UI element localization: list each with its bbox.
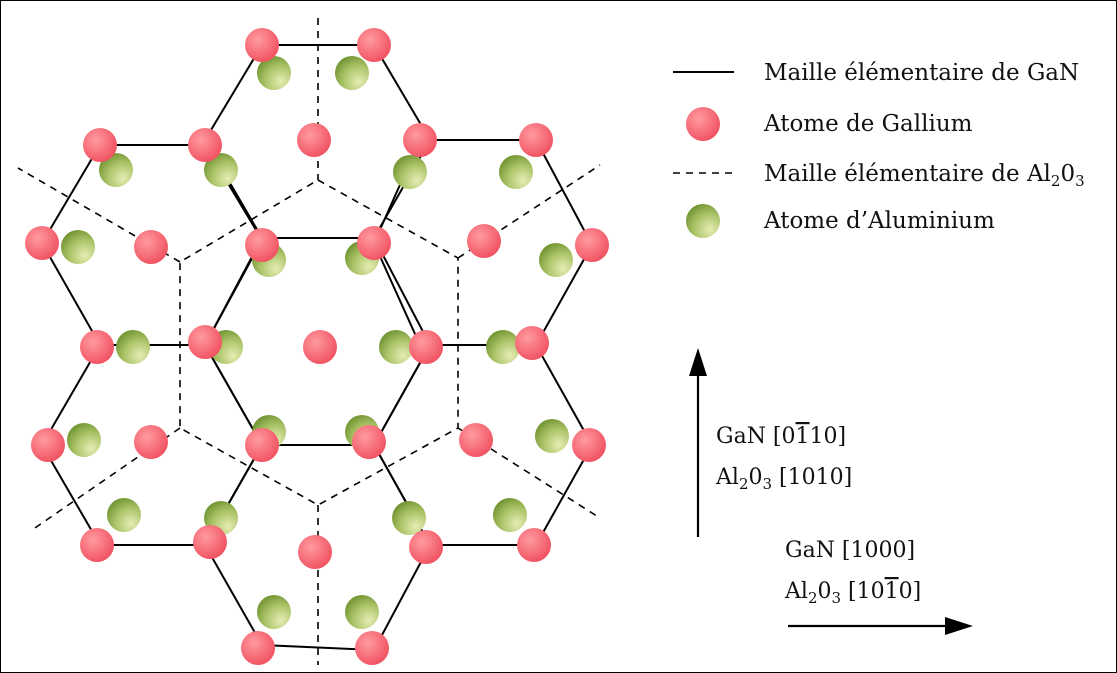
legend-gallium-atom-icon (686, 107, 720, 141)
gallium-atom (245, 28, 279, 62)
gallium-atom (80, 528, 114, 562)
aluminium-atom (345, 595, 379, 629)
aluminium-atom (67, 423, 101, 457)
aluminium-atom (392, 501, 426, 535)
legend-aluminium-label: Atome d’Aluminium (763, 208, 995, 234)
aluminium-atom (204, 153, 238, 187)
gallium-atom (298, 535, 332, 569)
gallium-atom (403, 123, 437, 157)
horizontal-direction-al2o3: Al203 [1010] (784, 579, 921, 607)
aluminium-atom (499, 155, 533, 189)
gallium-atom (134, 230, 168, 264)
vertical-direction-al2o3: Al203 [1010] (715, 465, 852, 493)
gallium-atom (459, 423, 493, 457)
gallium-atom (303, 330, 337, 364)
aluminium-atom (116, 330, 150, 364)
aluminium-atom (335, 56, 369, 90)
gallium-atom (188, 325, 222, 359)
gallium-atom (134, 425, 168, 459)
vertical-direction-gan: GaN [0110] (716, 424, 846, 449)
gallium-atom (297, 123, 331, 157)
aluminium-atom (493, 498, 527, 532)
legend-gallium-label: Atome de Gallium (763, 111, 973, 137)
gallium-atom (409, 330, 443, 364)
horizontal-direction-gan: GaN [1000] (785, 538, 915, 563)
gallium-atom (357, 28, 391, 62)
gallium-atom (83, 128, 117, 162)
aluminium-atom (539, 243, 573, 277)
gallium-atom (519, 123, 553, 157)
aluminium-atom (393, 155, 427, 189)
gallium-atom (80, 330, 114, 364)
gallium-atom (467, 224, 501, 258)
gallium-atom (517, 528, 551, 562)
aluminium-atom (257, 56, 291, 90)
legend-aluminium-atom-icon (686, 204, 720, 238)
aluminium-atom (535, 419, 569, 453)
gallium-atom (25, 226, 59, 260)
horizontal-arrow-head (945, 617, 973, 635)
aluminium-atom (107, 498, 141, 532)
gallium-atom (188, 128, 222, 162)
gallium-atom (245, 228, 279, 262)
gallium-atoms (25, 28, 609, 665)
direction-arrows: GaN [0110] Al203 [1010] GaN [1000] Al203… (689, 348, 973, 635)
legend: Maille élémentaire de GaN Atome de Galli… (673, 60, 1085, 238)
gallium-atom (241, 631, 275, 665)
aluminium-atom (257, 595, 291, 629)
gallium-atom (31, 428, 65, 462)
gallium-atom (572, 428, 606, 462)
gallium-atom (355, 631, 389, 665)
gallium-atom (515, 326, 549, 360)
vertical-arrow-head (689, 348, 707, 376)
gallium-atom (245, 428, 279, 462)
legend-gan-cell-label: Maille élémentaire de GaN (764, 60, 1079, 86)
gallium-atom (193, 525, 227, 559)
gallium-atom (352, 425, 386, 459)
gallium-atom (409, 530, 443, 564)
gallium-atom (575, 228, 609, 262)
aluminium-atom (99, 153, 133, 187)
legend-al2o3-cell-label: Maille élémentaire de Al203 (764, 161, 1085, 190)
aluminium-atom (486, 330, 520, 364)
aluminium-atom (61, 230, 95, 264)
aluminium-atom (379, 330, 413, 364)
gallium-atom (357, 226, 391, 260)
